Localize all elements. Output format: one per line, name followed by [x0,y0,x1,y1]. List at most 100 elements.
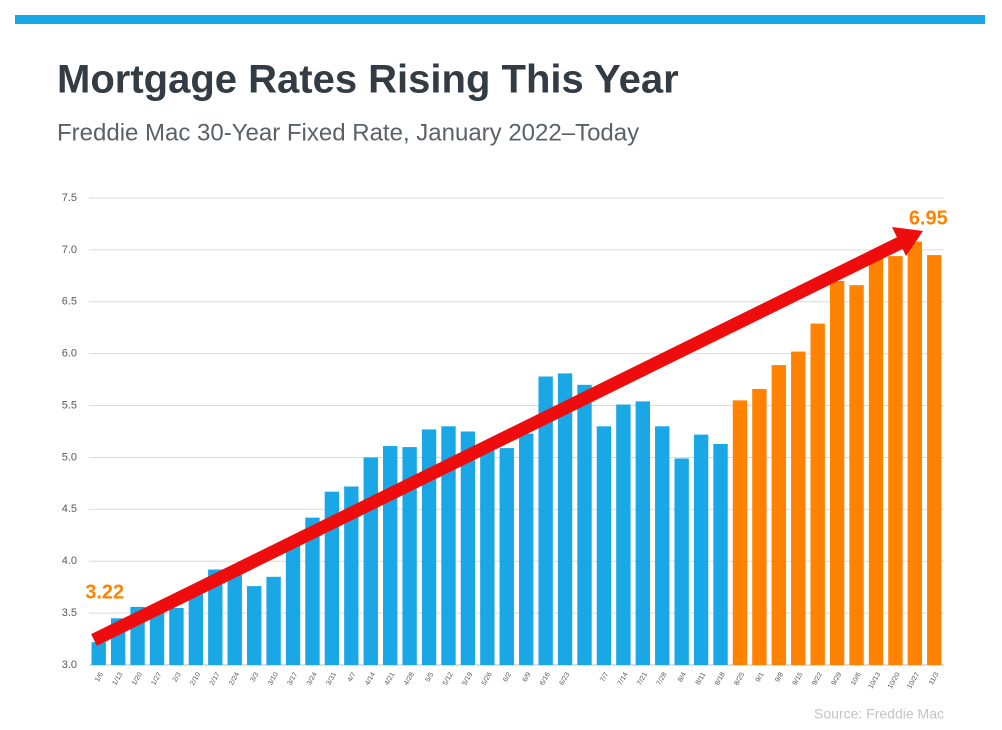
x-tick-label: 2/17 [209,671,222,686]
top-bar [15,15,985,24]
x-tick-label: 2/24 [228,671,241,686]
x-tick-label: 8/11 [695,671,708,686]
x-tick-label: 7/28 [656,671,669,686]
bar [149,607,165,665]
bar [91,642,106,665]
x-tick-label: 7/14 [617,671,630,686]
bar [441,426,456,665]
bar [927,255,942,666]
bar [596,426,612,665]
x-tick-label: 1/20 [131,671,144,686]
y-tick-label: 7.0 [62,244,77,256]
bar [208,569,223,665]
bar [538,376,553,665]
x-tick-label: 6/2 [502,671,513,683]
y-tick-label: 5.0 [62,451,77,463]
x-tick-label: 3/31 [325,671,338,686]
x-tick-label: 7/21 [636,671,649,686]
x-tick-label: 9/29 [831,671,844,686]
bar [907,241,923,665]
bar [246,586,262,665]
x-tick-label: 7/7 [599,671,610,683]
x-tick-label: 2/3 [172,671,183,683]
trend-arrow [91,227,923,646]
x-tick-label: 9/1 [755,671,766,683]
bar [791,351,806,665]
x-tick-label: 8/18 [714,671,727,686]
x-tick-label: 8/25 [733,671,746,686]
y-tick-label: 3.5 [62,607,77,619]
x-tick-label: 10/13 [867,671,882,690]
x-tick-label: 1/13 [112,671,125,686]
x-tick-label: 9/8 [774,671,785,683]
bar [169,607,184,665]
x-tick-label: 10/27 [906,671,921,690]
bar [868,258,884,665]
x-tick-label: 6/9 [522,671,533,683]
bar [227,572,242,665]
y-tick-label: 5.5 [62,399,77,411]
y-tick-label: 4.0 [62,555,77,567]
x-tick-label: 8/4 [677,671,688,683]
x-tick-label: 5/19 [461,671,474,686]
bar [285,544,301,665]
x-tick-label: 1/27 [150,671,163,686]
bar [383,446,398,665]
chart-title: Mortgage Rates Rising This Year [57,58,679,102]
bar [577,384,592,665]
bar [752,388,767,665]
arrow-shaft [91,237,903,646]
value-label: 3.22 [85,581,124,603]
bar [557,373,573,665]
bar [713,443,728,665]
y-tick-label: 6.5 [62,296,77,308]
x-tick-label: 3/3 [250,671,261,683]
bar [771,365,787,665]
bar [305,517,320,665]
source: Source: Freddie Mac [814,706,944,722]
bar [674,458,689,665]
y-tick-label: 4.5 [62,503,77,515]
x-tick-label: 6/23 [559,671,572,686]
bar [344,486,359,665]
bar [188,593,204,665]
bar [480,447,495,665]
y-tick-label: 3.0 [62,659,77,671]
x-tick-label: 10/20 [887,671,902,690]
x-tick-label: 9/22 [811,671,824,686]
arrow-head [892,227,923,256]
bar [499,448,514,665]
bar [635,401,650,665]
bar [266,576,281,665]
x-tick-label: 3/10 [267,671,280,686]
x-tick-label: 4/28 [403,671,416,686]
x-tick-label: 4/7 [347,671,358,683]
bar [616,404,631,665]
bar [402,447,417,665]
bar [888,256,903,665]
bar [363,457,378,665]
x-tick-label: 10/6 [850,671,863,686]
x-tick-label: 1/6 [94,671,105,683]
bar [693,434,709,665]
x-tick-label: 2/10 [189,671,202,686]
x-tick-label: 9/15 [792,671,805,686]
bar [519,433,534,665]
x-tick-label: 11/3 [928,671,941,686]
x-tick-label: 5/26 [481,671,494,686]
y-tick-label: 7.5 [62,192,77,204]
bar [810,323,825,665]
bar [324,491,340,665]
x-tick-label: 4/14 [364,671,377,686]
chart-subtitle: Freddie Mac 30-Year Fixed Rate, January … [57,119,639,146]
value-label: 6.95 [909,207,948,229]
x-tick-label: 4/21 [384,671,397,686]
x-tick-label: 5/5 [424,671,435,683]
bar [849,285,864,665]
x-tick-label: 3/24 [306,671,319,686]
bar [829,281,845,665]
bar [460,431,476,665]
x-tick-label: 3/17 [286,671,299,686]
bar [655,426,670,665]
